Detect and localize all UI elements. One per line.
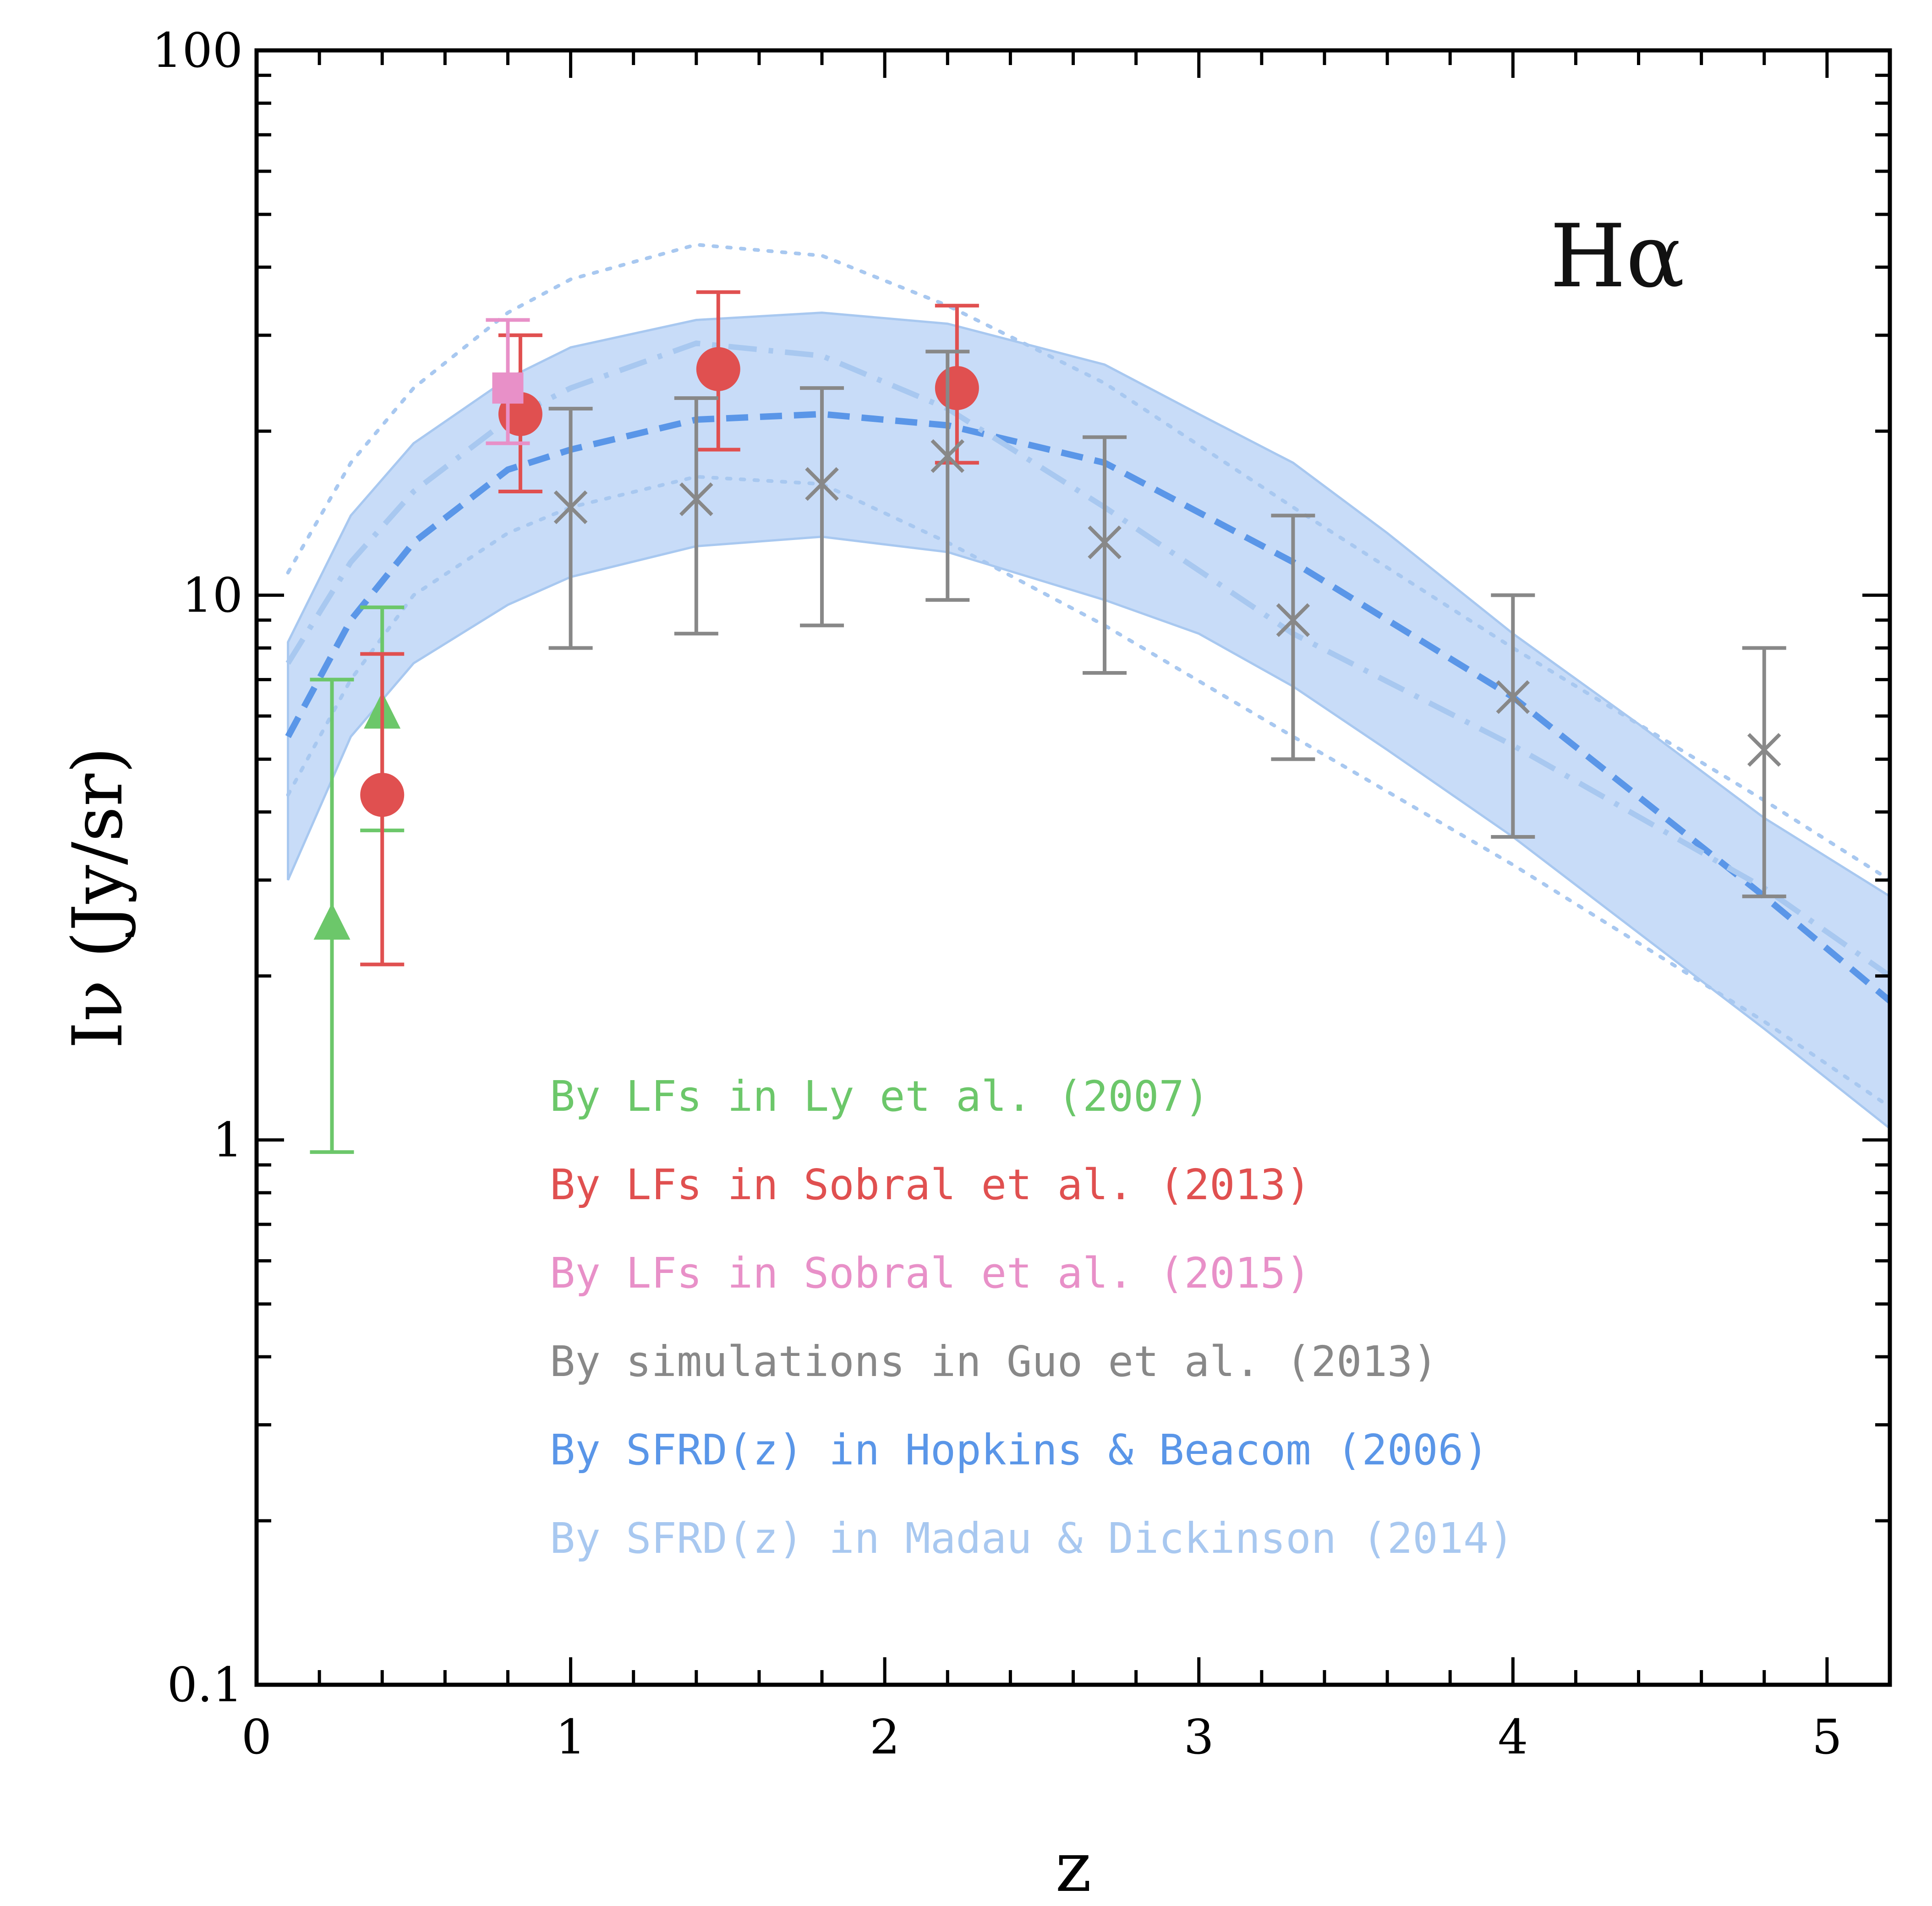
marker-x-b [1496,680,1530,714]
data-point-circle-1-2 [696,290,740,452]
data-point-triangle-0-0 [310,677,354,1154]
x-axis-title: z [1055,1828,1091,1906]
y-axis-title: Iν (Jy/sr) [58,747,138,1049]
y-tick-label: 0.1 [167,1657,243,1713]
y-tick-label: 1 [213,1112,243,1168]
tick-label-layer: 0 1 2 3 4 5 0.1 1 10 100 [152,22,1842,1765]
y-tick-label: 100 [152,22,243,78]
x-tick-label: 0 [241,1709,272,1765]
x-tick-label: 1 [555,1709,586,1765]
marker-circle [360,773,405,817]
tick-layer [255,49,1892,1687]
marker-circle [696,347,740,391]
marker-x-b [1747,733,1781,767]
marker-square [492,372,524,404]
legend-entry: By SFRD(z) in Madau & Dickinson (2014) [550,1514,1514,1563]
data-point-layer [310,290,1786,1154]
x-tick-label: 5 [1812,1709,1842,1765]
panel-label: Hα [1550,206,1685,307]
y-tick-label: 10 [182,567,243,623]
legend-entry: By simulations in Guo et al. (2013) [550,1337,1438,1386]
marker-x-b [679,482,713,516]
data-point-x-3-7 [1742,646,1786,898]
marker-x-b [1276,603,1310,637]
legend-entry: By LFs in Sobral et al. (2013) [550,1160,1311,1209]
data-point-x-3-2 [800,386,844,628]
data-point-x-3-5 [1271,513,1315,761]
data-point-square-2-0 [486,318,530,445]
data-point-x-3-0 [548,407,593,650]
marker-circle [935,366,979,410]
legend: By LFs in Ly et al. (2007) By LFs in Sobr… [550,1072,1514,1563]
x-tick-label: 2 [870,1709,900,1765]
data-point-x-3-6 [1491,593,1535,839]
marker-x-b [930,439,965,473]
data-point-x-3-4 [1083,435,1127,675]
marker-x-b [553,490,588,524]
x-tick-label: 3 [1184,1709,1214,1765]
legend-entry: By LFs in Sobral et al. (2015) [550,1249,1311,1298]
data-point-x-3-1 [674,396,718,636]
legend-entry: By LFs in Ly et al. (2007) [550,1072,1210,1121]
data-point-circle-1-0 [360,652,405,967]
legend-entry: By SFRD(z) in Hopkins & Beacom (2006) [550,1425,1489,1475]
marker-triangle [313,903,350,940]
marker-x-b [1088,525,1122,559]
marker-x-b [805,467,839,501]
x-tick-label: 4 [1498,1709,1528,1765]
data-point-x-3-3 [925,350,970,602]
curve-dash-dot-1 [285,340,1892,978]
